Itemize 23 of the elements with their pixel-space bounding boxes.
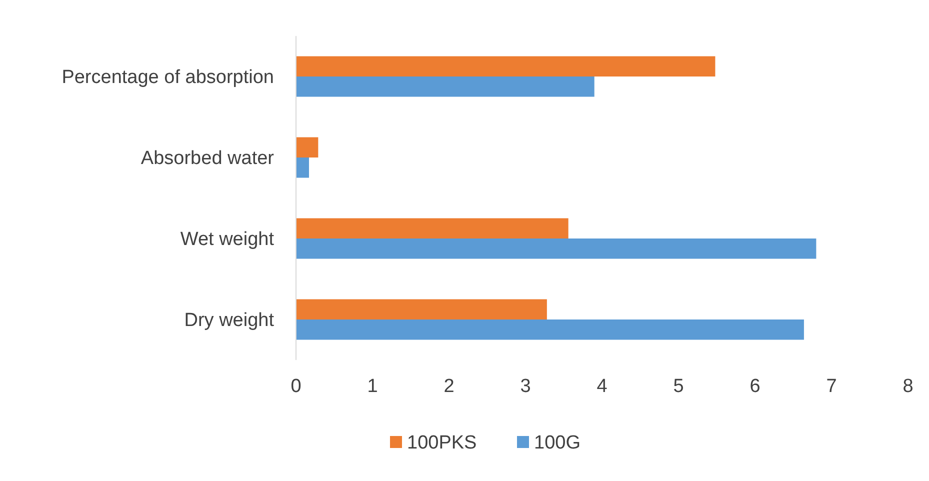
x-tick-label: 5 [673,376,684,397]
y-tick-label: Percentage of absorption [62,67,274,88]
bar [296,76,594,97]
bar [296,56,716,76]
y-tick-label: Wet weight [180,229,275,250]
x-tick-label: 8 [902,376,914,397]
x-tick-label: 2 [444,376,454,397]
x-tick-label: 6 [750,376,760,397]
bar [296,137,318,158]
bar [296,238,816,259]
legend-label: 100PKS [407,432,477,454]
x-tick-label: 0 [290,376,302,397]
bar [296,158,310,178]
x-tick-label: 3 [520,376,531,397]
y-tick-label: Absorbed water [140,148,275,170]
legend-label: 100G [534,432,580,454]
x-tick-label: 1 [367,376,378,397]
bar [296,320,804,340]
x-tick-label: 4 [596,376,608,397]
bar [296,299,547,320]
y-tick-label: Dry weight [184,310,275,332]
bar [296,218,568,238]
x-tick-label: 7 [826,376,837,397]
